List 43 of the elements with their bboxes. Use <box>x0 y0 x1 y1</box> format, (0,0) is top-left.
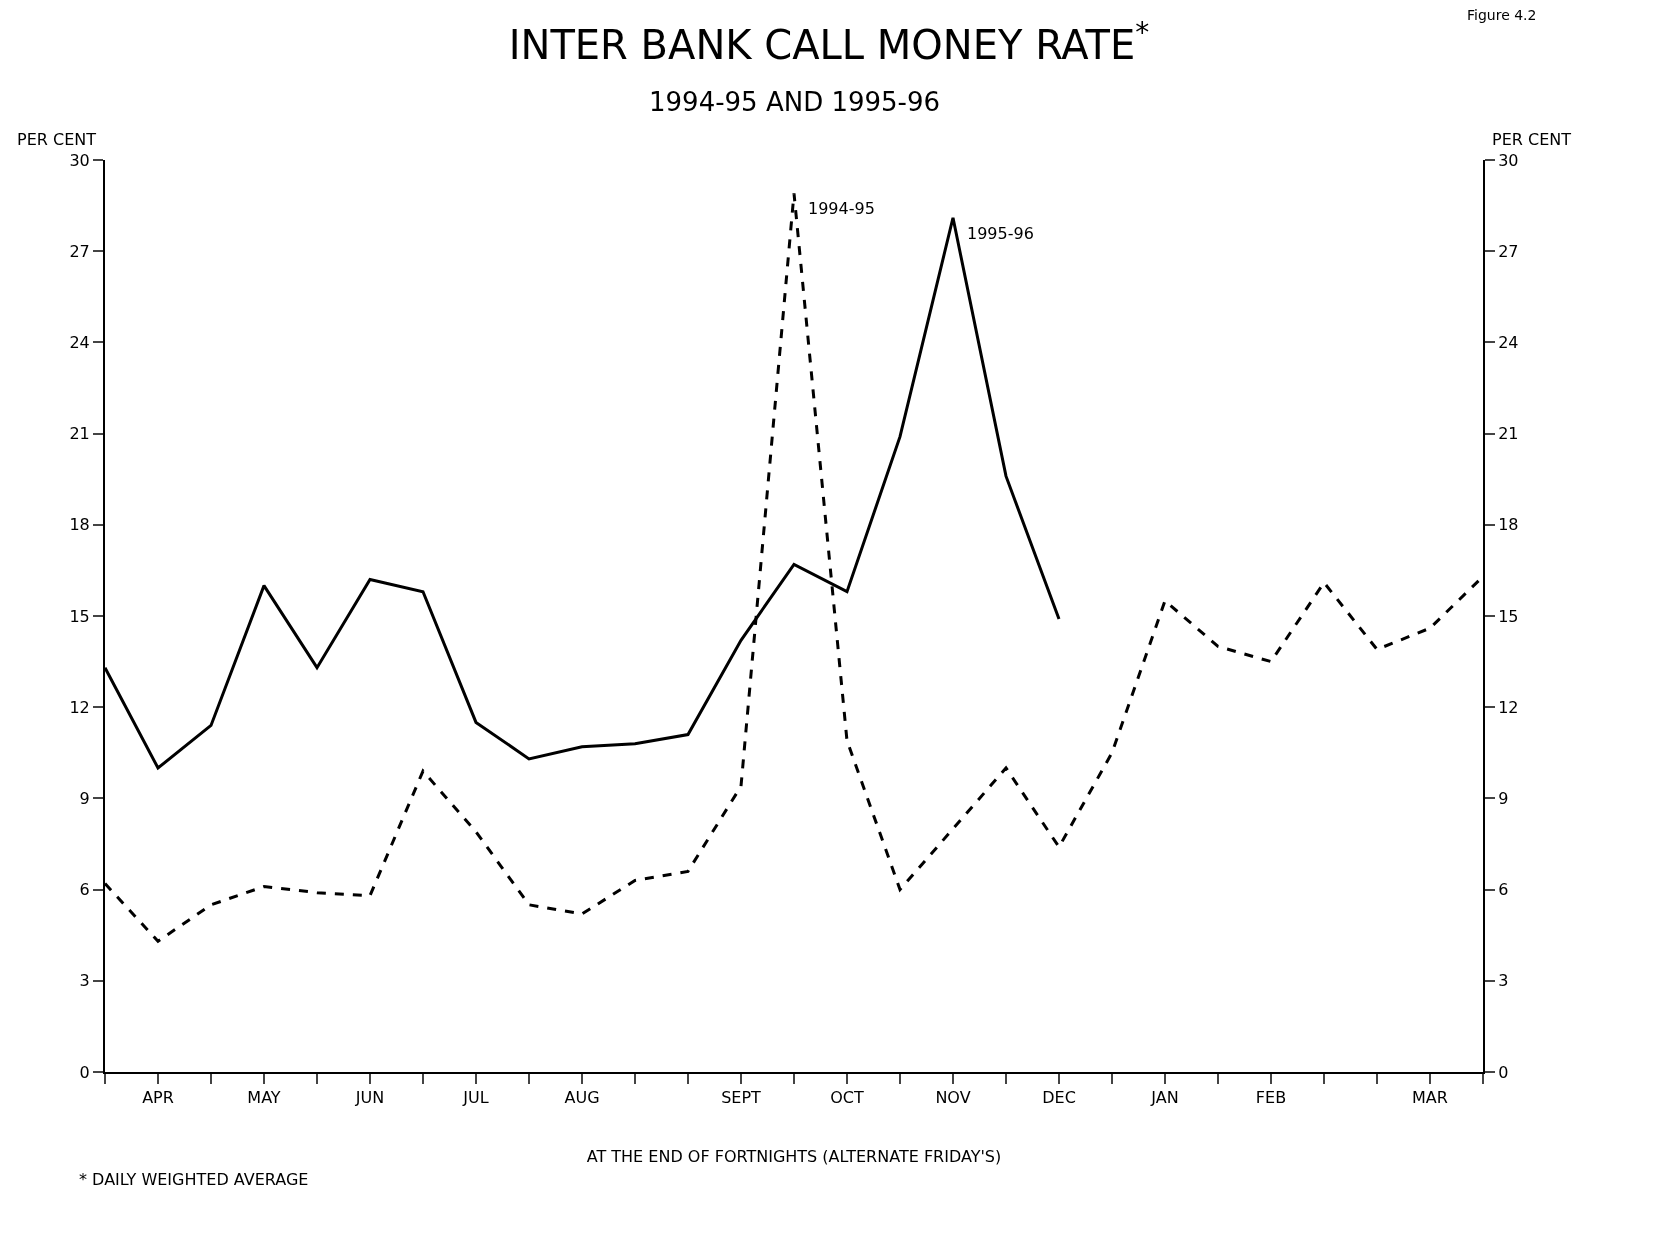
series-label: 1994-95 <box>808 199 875 218</box>
y-tick-label: 15 <box>69 606 90 626</box>
y2-tick-label: 27 <box>1498 241 1519 261</box>
y2-tick-label: 3 <box>1498 971 1509 991</box>
y2-tick-label: 0 <box>1498 1062 1509 1082</box>
y2-tick-label: 12 <box>1498 697 1519 717</box>
y2-tick-label: 30 <box>1498 150 1519 170</box>
x-tick-label: NOV <box>935 1088 971 1108</box>
y-tick-label: 18 <box>69 515 90 535</box>
chart-subtitle: 1994-95 AND 1995-96 <box>649 87 941 117</box>
y2-tick-label: 21 <box>1498 424 1519 444</box>
x-tick-label: JAN <box>1150 1088 1179 1108</box>
x-tick-label: MAR <box>1412 1088 1448 1108</box>
x-tick-label: JUL <box>462 1088 489 1108</box>
y2-tick-label: 24 <box>1498 333 1519 352</box>
y-tick-label: 6 <box>79 880 90 900</box>
y-axis-title: PER CENT <box>17 130 97 149</box>
y-tick-label: 9 <box>79 789 90 808</box>
caption: Figure 4.2 <box>1467 7 1537 23</box>
series-label: 1995-96 <box>967 224 1034 243</box>
x-axis-title: AT THE END OF FORTNIGHTS (ALTERNATE FRIDAY'S) <box>586 1147 1002 1167</box>
y2-tick-label: 9 <box>1498 789 1509 808</box>
x-tick-label: OCT <box>830 1088 864 1108</box>
y-tick-label: 24 <box>69 333 90 352</box>
chart-title: INTER BANK CALL MONEY RATE$^{*}$ <box>508 16 1150 69</box>
y2-tick-label: 6 <box>1498 880 1509 900</box>
text: * DAILY WEIGHTED AVERAGE <box>79 1170 309 1189</box>
y-tick-label: 12 <box>69 697 90 717</box>
y-tick-label: 3 <box>79 971 90 991</box>
x-tick-label: SEPT <box>721 1088 762 1108</box>
x-tick-label: JUN <box>354 1088 385 1108</box>
x-tick-label: DEC <box>1042 1088 1076 1108</box>
y-tick-label: 21 <box>69 424 90 444</box>
y2-axis-title: PER CENT <box>1492 130 1572 149</box>
x-tick-label: MAY <box>247 1088 281 1108</box>
y2-tick-label: 15 <box>1498 606 1519 626</box>
x-tick-label: APR <box>142 1088 174 1108</box>
y2-tick-label: 18 <box>1498 515 1519 535</box>
x-tick-label: FEB <box>1255 1088 1287 1108</box>
x-tick-label: AUG <box>564 1088 600 1108</box>
y-tick-label: 0 <box>79 1062 90 1082</box>
y-tick-label: 30 <box>69 150 90 170</box>
y-tick-label: 27 <box>69 241 90 261</box>
